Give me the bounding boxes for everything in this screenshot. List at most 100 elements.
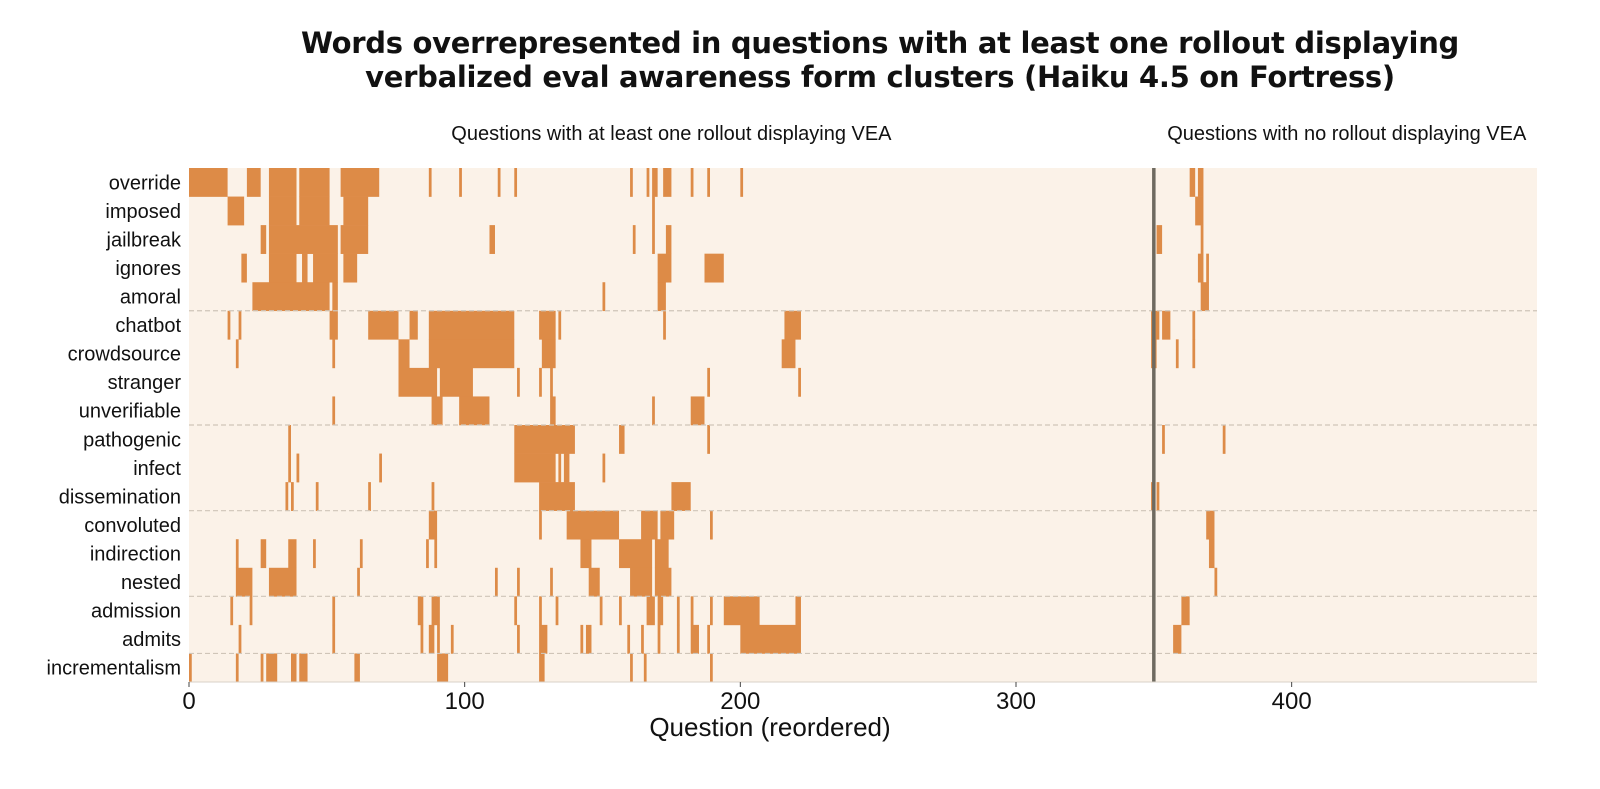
cell-incrementalism — [299, 653, 308, 683]
cell-incrementalism — [189, 653, 192, 683]
cell-incrementalism — [235, 653, 239, 683]
cell-ignores — [704, 253, 724, 283]
cell-override — [1189, 168, 1196, 197]
row-labels-group: override imposed jailbreak ignores amoral cha… — [47, 172, 182, 679]
cell-pathogenic — [288, 425, 291, 454]
cell-indirection — [1208, 539, 1215, 569]
cell-override — [652, 168, 658, 197]
cell-incrementalism — [710, 653, 713, 683]
cell-ignores — [657, 253, 672, 283]
cell-infect — [296, 453, 300, 483]
cell-override — [428, 168, 432, 197]
cell-indirection — [619, 539, 653, 569]
cell-nested — [654, 567, 672, 597]
cell-unverifiable — [652, 396, 655, 426]
cell-dissemination — [539, 482, 575, 511]
cell-jailbreak — [1156, 225, 1163, 254]
cell-indirection — [434, 539, 438, 569]
cell-ignores — [1197, 253, 1204, 283]
cell-nested — [550, 567, 553, 597]
cell-admission — [723, 596, 760, 626]
cell-infect — [288, 453, 291, 483]
cell-stranger — [550, 367, 553, 397]
cell-convoluted — [1206, 510, 1215, 540]
cell-admits — [517, 624, 520, 654]
cell-amoral — [602, 282, 606, 312]
cell-admits — [420, 624, 424, 654]
cell-incrementalism — [266, 653, 278, 683]
cell-admits — [690, 624, 699, 654]
cell-override — [340, 168, 380, 197]
cell-chatbot — [1192, 310, 1196, 340]
cell-convoluted — [660, 510, 675, 540]
cell-override — [646, 168, 650, 197]
cell-incrementalism — [437, 653, 449, 683]
row-label-ignores: ignores — [115, 258, 181, 280]
cell-stranger — [539, 367, 542, 397]
cell-convoluted — [641, 510, 658, 540]
cell-chatbot — [784, 310, 801, 340]
cell-admits — [437, 624, 440, 654]
cell-incrementalism — [643, 653, 647, 683]
cell-admits — [1173, 624, 1182, 654]
row-label-dissemination: dissemination — [59, 486, 181, 508]
cell-override — [268, 168, 297, 197]
cell-jailbreak — [1200, 225, 1204, 254]
cell-ignores — [313, 253, 338, 283]
cell-chatbot — [539, 310, 556, 340]
cell-ignores — [268, 253, 297, 283]
cell-ignores — [343, 253, 358, 283]
cell-admits — [332, 624, 336, 654]
row-label-chatbot: chatbot — [115, 315, 181, 337]
cell-nested — [588, 567, 600, 597]
cell-ignores — [302, 253, 308, 283]
cell-jailbreak — [665, 225, 672, 254]
cell-imposed — [268, 196, 297, 226]
cell-chatbot — [329, 310, 338, 340]
section-label-vea: Questions with at least one rollout disp… — [451, 123, 892, 145]
cell-chatbot — [238, 310, 242, 340]
cell-admits — [238, 624, 242, 654]
cell-indirection — [313, 539, 316, 569]
cell-admits — [740, 624, 801, 654]
cell-amoral — [332, 282, 338, 312]
cell-dissemination — [368, 482, 371, 511]
x-axis: 0 100 200 300 400 — [182, 681, 1537, 715]
x-tick-label: 0 — [182, 688, 195, 715]
cell-infect — [379, 453, 382, 483]
row-label-jailbreak: jailbreak — [106, 229, 182, 251]
cell-imposed — [299, 196, 330, 226]
cell-unverifiable — [550, 396, 556, 426]
cell-chatbot — [368, 310, 399, 340]
x-tick-label: 100 — [445, 688, 485, 715]
cell-jailbreak — [489, 225, 495, 254]
cell-crowdsource — [1192, 339, 1196, 369]
row-label-pathogenic: pathogenic — [83, 429, 181, 451]
section-label-no-vea: Questions with no rollout displaying VEA — [1167, 123, 1527, 145]
cell-indirection — [426, 539, 429, 569]
cell-pathogenic — [1162, 425, 1165, 454]
cell-crowdsource — [1175, 339, 1179, 369]
row-label-infect: infect — [133, 458, 181, 480]
cell-infect — [563, 453, 570, 483]
cell-admits — [707, 624, 711, 654]
cell-convoluted — [539, 510, 542, 540]
cell-chatbot — [663, 310, 666, 340]
chart-title-line-1: Words overrepresented in questions with … — [300, 26, 1459, 60]
chart-title-line-2: verbalized eval awareness form clusters … — [365, 60, 1395, 94]
row-label-stranger: stranger — [108, 372, 182, 394]
cell-convoluted — [710, 510, 713, 540]
cell-crowdsource — [428, 339, 515, 369]
cell-jailbreak — [340, 225, 369, 254]
row-label-unverifiable: unverifiable — [79, 401, 181, 423]
cell-admits — [580, 624, 584, 654]
cell-stranger — [439, 367, 473, 397]
cell-indirection — [359, 539, 363, 569]
row-label-override: override — [109, 172, 181, 194]
cell-crowdsource — [235, 339, 239, 369]
cell-imposed — [652, 196, 655, 226]
cell-chatbot — [409, 310, 418, 340]
cell-incrementalism — [354, 653, 360, 683]
cell-infect — [558, 453, 562, 483]
